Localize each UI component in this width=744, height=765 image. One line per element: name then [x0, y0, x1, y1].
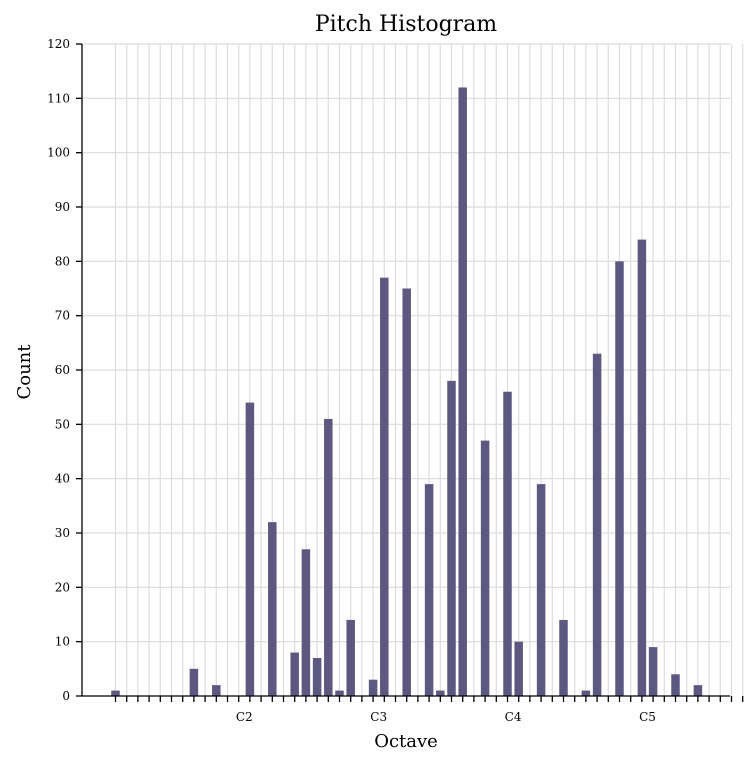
histogram-bar — [536, 484, 546, 696]
histogram-bar — [592, 353, 602, 696]
histogram-bar — [245, 402, 255, 696]
histogram-bar — [458, 87, 467, 696]
histogram-bar — [402, 288, 411, 696]
x-tick-label: C2 — [236, 710, 253, 724]
histogram-bar — [514, 641, 523, 696]
y-tick-label: 120 — [47, 37, 70, 51]
axis-layer: 0 10 20 30 40 50 60 70 80 90 100 110 120 C2 C3 C4 C5 — [47, 37, 744, 724]
histogram-bar — [335, 690, 344, 696]
x-tick-label: C4 — [505, 710, 522, 724]
histogram-bar — [581, 690, 591, 696]
histogram-bar — [268, 522, 277, 696]
y-tick-label: 70 — [55, 309, 70, 323]
histogram-bar — [290, 652, 299, 696]
histogram-bar — [480, 440, 490, 696]
y-tick-label: 10 — [55, 635, 70, 649]
histogram-bar — [503, 391, 512, 696]
x-tick-label: C5 — [639, 710, 656, 724]
histogram-bar — [380, 277, 389, 696]
y-tick-label: 40 — [55, 472, 70, 486]
histogram-bar — [189, 668, 199, 696]
histogram-bar — [637, 239, 647, 696]
y-tick-label: 60 — [55, 363, 70, 377]
histogram-bar — [368, 679, 378, 696]
chart-title: Pitch Histogram — [315, 12, 497, 37]
histogram-bar — [312, 657, 322, 696]
y-tick-label: 110 — [47, 91, 70, 105]
histogram-bar — [324, 418, 333, 696]
histogram-bar — [111, 690, 120, 696]
histogram-bar — [648, 647, 658, 696]
histogram-bar — [301, 549, 311, 696]
y-tick-label: 100 — [47, 146, 70, 160]
x-tick-label: C3 — [370, 710, 387, 724]
y-tick-label: 30 — [55, 526, 70, 540]
histogram-bar — [693, 685, 703, 696]
histogram-bar — [615, 261, 624, 696]
histogram-bar — [671, 674, 680, 696]
x-axis-label: Octave — [374, 731, 438, 752]
y-axis-label: Count — [14, 344, 35, 400]
histogram-bar — [436, 690, 445, 696]
histogram-bar — [447, 380, 456, 696]
y-tick-label: 90 — [55, 200, 70, 214]
bar-layer — [111, 87, 703, 696]
histogram-bar — [424, 484, 434, 696]
y-tick-label: 80 — [55, 254, 70, 268]
y-tick-label: 50 — [55, 417, 70, 431]
histogram-bar — [559, 619, 568, 696]
y-tick-label: 0 — [62, 689, 70, 703]
y-tick-label: 20 — [55, 580, 70, 594]
histogram-bar — [212, 685, 221, 696]
histogram-bar — [346, 619, 355, 696]
